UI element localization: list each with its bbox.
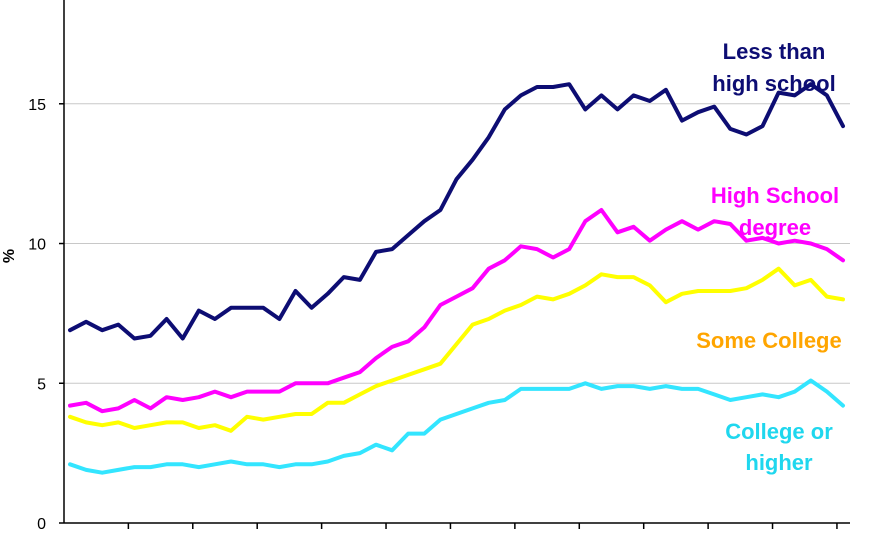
series-labels: Less than high school High School degree… bbox=[696, 39, 841, 475]
label-college-or-higher-line1: College or bbox=[725, 419, 833, 444]
y-tick-label-10: 10 bbox=[28, 237, 46, 254]
y-tick-labels: 0 5 10 15 bbox=[28, 97, 46, 533]
y-axis-label: % bbox=[1, 249, 18, 263]
label-some-college: Some College bbox=[696, 328, 841, 353]
y-tick-label-15: 15 bbox=[28, 97, 46, 114]
y-tick-label-0: 0 bbox=[37, 516, 46, 533]
label-high-school-degree-line1: High School bbox=[711, 183, 839, 208]
series-line-1 bbox=[68, 208, 845, 414]
x-ticks bbox=[127, 523, 838, 529]
series-line-3 bbox=[68, 378, 845, 475]
label-less-than-high-school-line1: Less than bbox=[723, 39, 826, 64]
series-lines bbox=[68, 82, 845, 475]
series-line-0 bbox=[68, 82, 845, 341]
label-high-school-degree-line2: degree bbox=[739, 215, 811, 240]
gridlines bbox=[64, 103, 850, 384]
y-ticks bbox=[59, 103, 64, 524]
y-tick-label-5: 5 bbox=[37, 376, 46, 393]
label-college-or-higher-line2: higher bbox=[745, 450, 813, 475]
series-line-2 bbox=[68, 266, 845, 433]
label-less-than-high-school-line2: high school bbox=[712, 71, 835, 96]
axes bbox=[63, 0, 850, 524]
